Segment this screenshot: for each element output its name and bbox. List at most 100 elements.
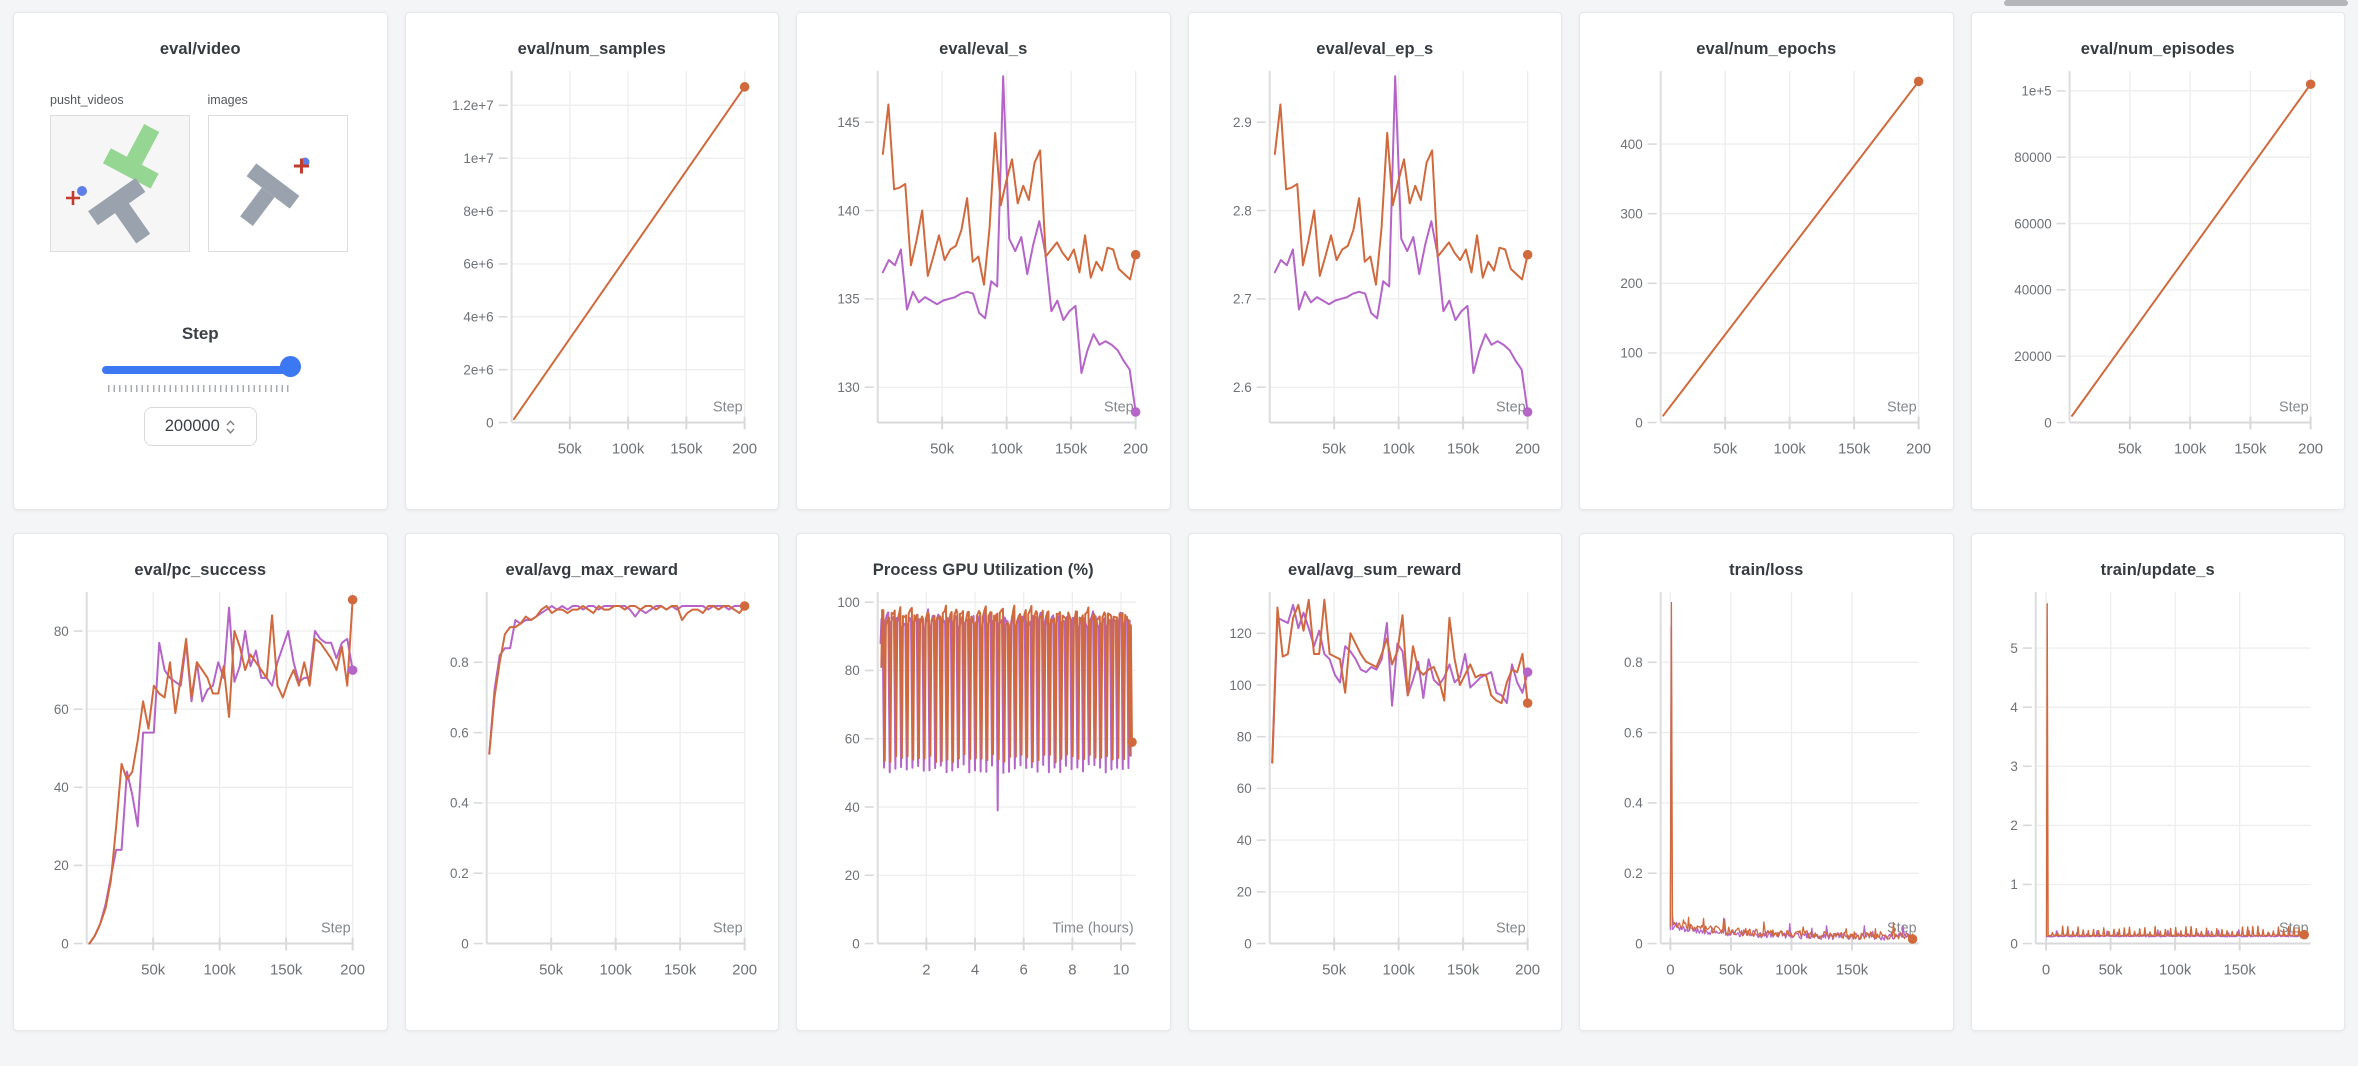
- svg-text:150k: 150k: [2223, 961, 2256, 978]
- svg-text:10: 10: [1113, 961, 1130, 978]
- svg-text:20: 20: [845, 868, 860, 883]
- latest-point-dot: [1907, 934, 1918, 944]
- media-label: pusht_videos: [50, 93, 124, 107]
- chart-panel-eval-num-episodes[interactable]: eval/num_episodes 50k 100k 150k 200 0 20000 400…: [1970, 12, 2345, 510]
- goal-cross: [66, 191, 80, 205]
- images-thumbnail[interactable]: [207, 115, 348, 252]
- step-number-input[interactable]: 200000: [143, 407, 257, 446]
- svg-text:80: 80: [1236, 730, 1251, 745]
- svg-text:200: 200: [340, 961, 365, 978]
- slider-tick-marks: [108, 385, 293, 392]
- svg-text:200: 200: [732, 440, 757, 457]
- series-line-orange: [2070, 83, 2312, 417]
- svg-text:200: 200: [1515, 961, 1540, 978]
- svg-text:0: 0: [1635, 936, 1642, 951]
- svg-text:0: 0: [2041, 961, 2049, 978]
- latest-point-dot: [2305, 79, 2315, 90]
- svg-text:0: 0: [1244, 936, 1251, 951]
- svg-text:50k: 50k: [1719, 961, 1744, 978]
- svg-text:200: 200: [1906, 440, 1931, 457]
- svg-text:6e+6: 6e+6: [463, 257, 493, 272]
- chart-panel-eval-num-samples[interactable]: eval/num_samples 50k 100k 150k 200 0 2e+6 4e+6 6…: [404, 12, 779, 510]
- svg-text:100: 100: [837, 595, 859, 610]
- x-axis-label: Step: [712, 921, 742, 937]
- svg-text:100k: 100k: [990, 440, 1023, 457]
- goal-cross: [293, 158, 309, 174]
- svg-text:100k: 100k: [2173, 440, 2206, 457]
- svg-text:80: 80: [54, 624, 69, 639]
- svg-text:200: 200: [1123, 440, 1148, 457]
- chart-panel-eval-num-epochs[interactable]: eval/num_epochs 50k 100k 150k 200 0 100 200 300 4…: [1579, 12, 1954, 510]
- svg-text:1e+7: 1e+7: [463, 151, 493, 166]
- chart-panel-train-loss[interactable]: train/loss 0 50k 100k 150k 0 0.2 0.4 0.6 0.8 Step: [1579, 533, 1954, 1031]
- chart-title: eval/avg_sum_reward: [1288, 561, 1462, 579]
- latest-point-dot: [1913, 76, 1924, 87]
- latest-point-dot: [1127, 737, 1137, 747]
- svg-text:150k: 150k: [1055, 440, 1088, 457]
- svg-text:0: 0: [2010, 936, 2017, 951]
- panel-title: eval/video: [159, 40, 241, 58]
- series-line-orange: [1662, 80, 1920, 417]
- chart-title: eval/eval_ep_s: [1316, 40, 1434, 58]
- pusht-scene-graphic: [51, 116, 189, 251]
- x-axis-label: Time (hours): [1052, 921, 1133, 937]
- svg-text:50k: 50k: [1322, 440, 1347, 457]
- chart-title: eval/num_epochs: [1696, 40, 1837, 58]
- chart-panel-eval-avg-max-reward[interactable]: eval/avg_max_reward 50k 100k 150k 200 0 0.2 0.4…: [404, 533, 779, 1031]
- series-line-orange: [487, 605, 746, 755]
- svg-text:0.6: 0.6: [450, 725, 469, 740]
- svg-text:100k: 100k: [1775, 961, 1808, 978]
- svg-text:130: 130: [837, 380, 859, 395]
- latest-point-dot: [1522, 698, 1532, 708]
- svg-text:400: 400: [1620, 137, 1642, 152]
- chart-panel-eval-avg-sum-reward[interactable]: eval/avg_sum_reward 50k 100k 150k 200 0 20 40 60…: [1187, 533, 1562, 1031]
- svg-text:150k: 150k: [1836, 961, 1869, 978]
- video-panel[interactable]: eval/video pusht_videos: [13, 12, 388, 510]
- svg-text:4e+6: 4e+6: [463, 310, 493, 325]
- svg-text:2e+6: 2e+6: [463, 362, 493, 377]
- agent-dot: [77, 186, 87, 196]
- svg-text:0: 0: [486, 415, 493, 430]
- chart-plot: 50k 100k 150k 200 0 100 200 300 400 Step: [1620, 70, 1931, 457]
- chart-panel-train-update-s[interactable]: train/update_s 0 50k 100k 150k 0 1 2 3 4 5 Step: [1970, 533, 2345, 1031]
- svg-text:0: 0: [461, 936, 468, 951]
- x-axis-label: Step: [1495, 921, 1525, 937]
- media-label: images: [207, 93, 248, 107]
- svg-text:135: 135: [837, 292, 859, 307]
- chart-panel-eval-eval-ep-s[interactable]: eval/eval_ep_s 50k 100k 150k 200 2.6 2.7 2.8 2.9…: [1187, 12, 1562, 510]
- series-line-orange: [1270, 598, 1529, 764]
- chart-title: eval/eval_s: [939, 40, 1028, 58]
- svg-text:0.4: 0.4: [450, 796, 469, 811]
- chart-panel-eval-pc-success[interactable]: eval/pc_success 50k 100k 150k 200 0 20 40 60 80 St…: [13, 533, 388, 1031]
- slider-track[interactable]: [102, 366, 299, 374]
- svg-text:200: 200: [1620, 276, 1642, 291]
- chart-title: train/loss: [1729, 561, 1804, 579]
- series-line-orange: [1669, 601, 1914, 940]
- step-slider[interactable]: [102, 356, 302, 380]
- panel-grid: eval/video pusht_videos: [13, 12, 2345, 1031]
- svg-text:145: 145: [837, 115, 859, 130]
- stepper-chevrons-icon[interactable]: [225, 418, 236, 436]
- chart-panel-eval-eval-s[interactable]: eval/eval_s 50k 100k 150k 200 130 135 140 145 Ste…: [796, 12, 1171, 510]
- svg-text:0: 0: [2044, 415, 2051, 430]
- svg-text:0.8: 0.8: [450, 655, 469, 670]
- chart-title: Process GPU Utilization (%): [872, 561, 1094, 579]
- series-line-purple: [2045, 929, 2305, 938]
- latest-point-dot: [739, 601, 749, 611]
- svg-text:40: 40: [845, 800, 860, 815]
- latest-point-dot: [347, 665, 358, 675]
- chart-panel-process-gpu-utilization-[interactable]: Process GPU Utilization (%) 2 4 6 8 10 0 20 40 60…: [796, 533, 1171, 1031]
- svg-text:200: 200: [2298, 440, 2323, 457]
- svg-text:8: 8: [1068, 961, 1076, 978]
- svg-text:50k: 50k: [1713, 440, 1738, 457]
- latest-point-dot: [1130, 249, 1141, 260]
- svg-text:2.7: 2.7: [1233, 292, 1252, 307]
- pusht-video-thumbnail[interactable]: [50, 115, 190, 252]
- svg-text:40: 40: [54, 780, 69, 795]
- svg-text:100k: 100k: [203, 961, 236, 978]
- slider-thumb[interactable]: [280, 356, 302, 377]
- svg-text:80: 80: [845, 663, 860, 678]
- media-row: pusht_videos: [14, 93, 387, 252]
- scrollbar-fragment[interactable]: [2004, 0, 2348, 6]
- svg-text:300: 300: [1620, 206, 1642, 221]
